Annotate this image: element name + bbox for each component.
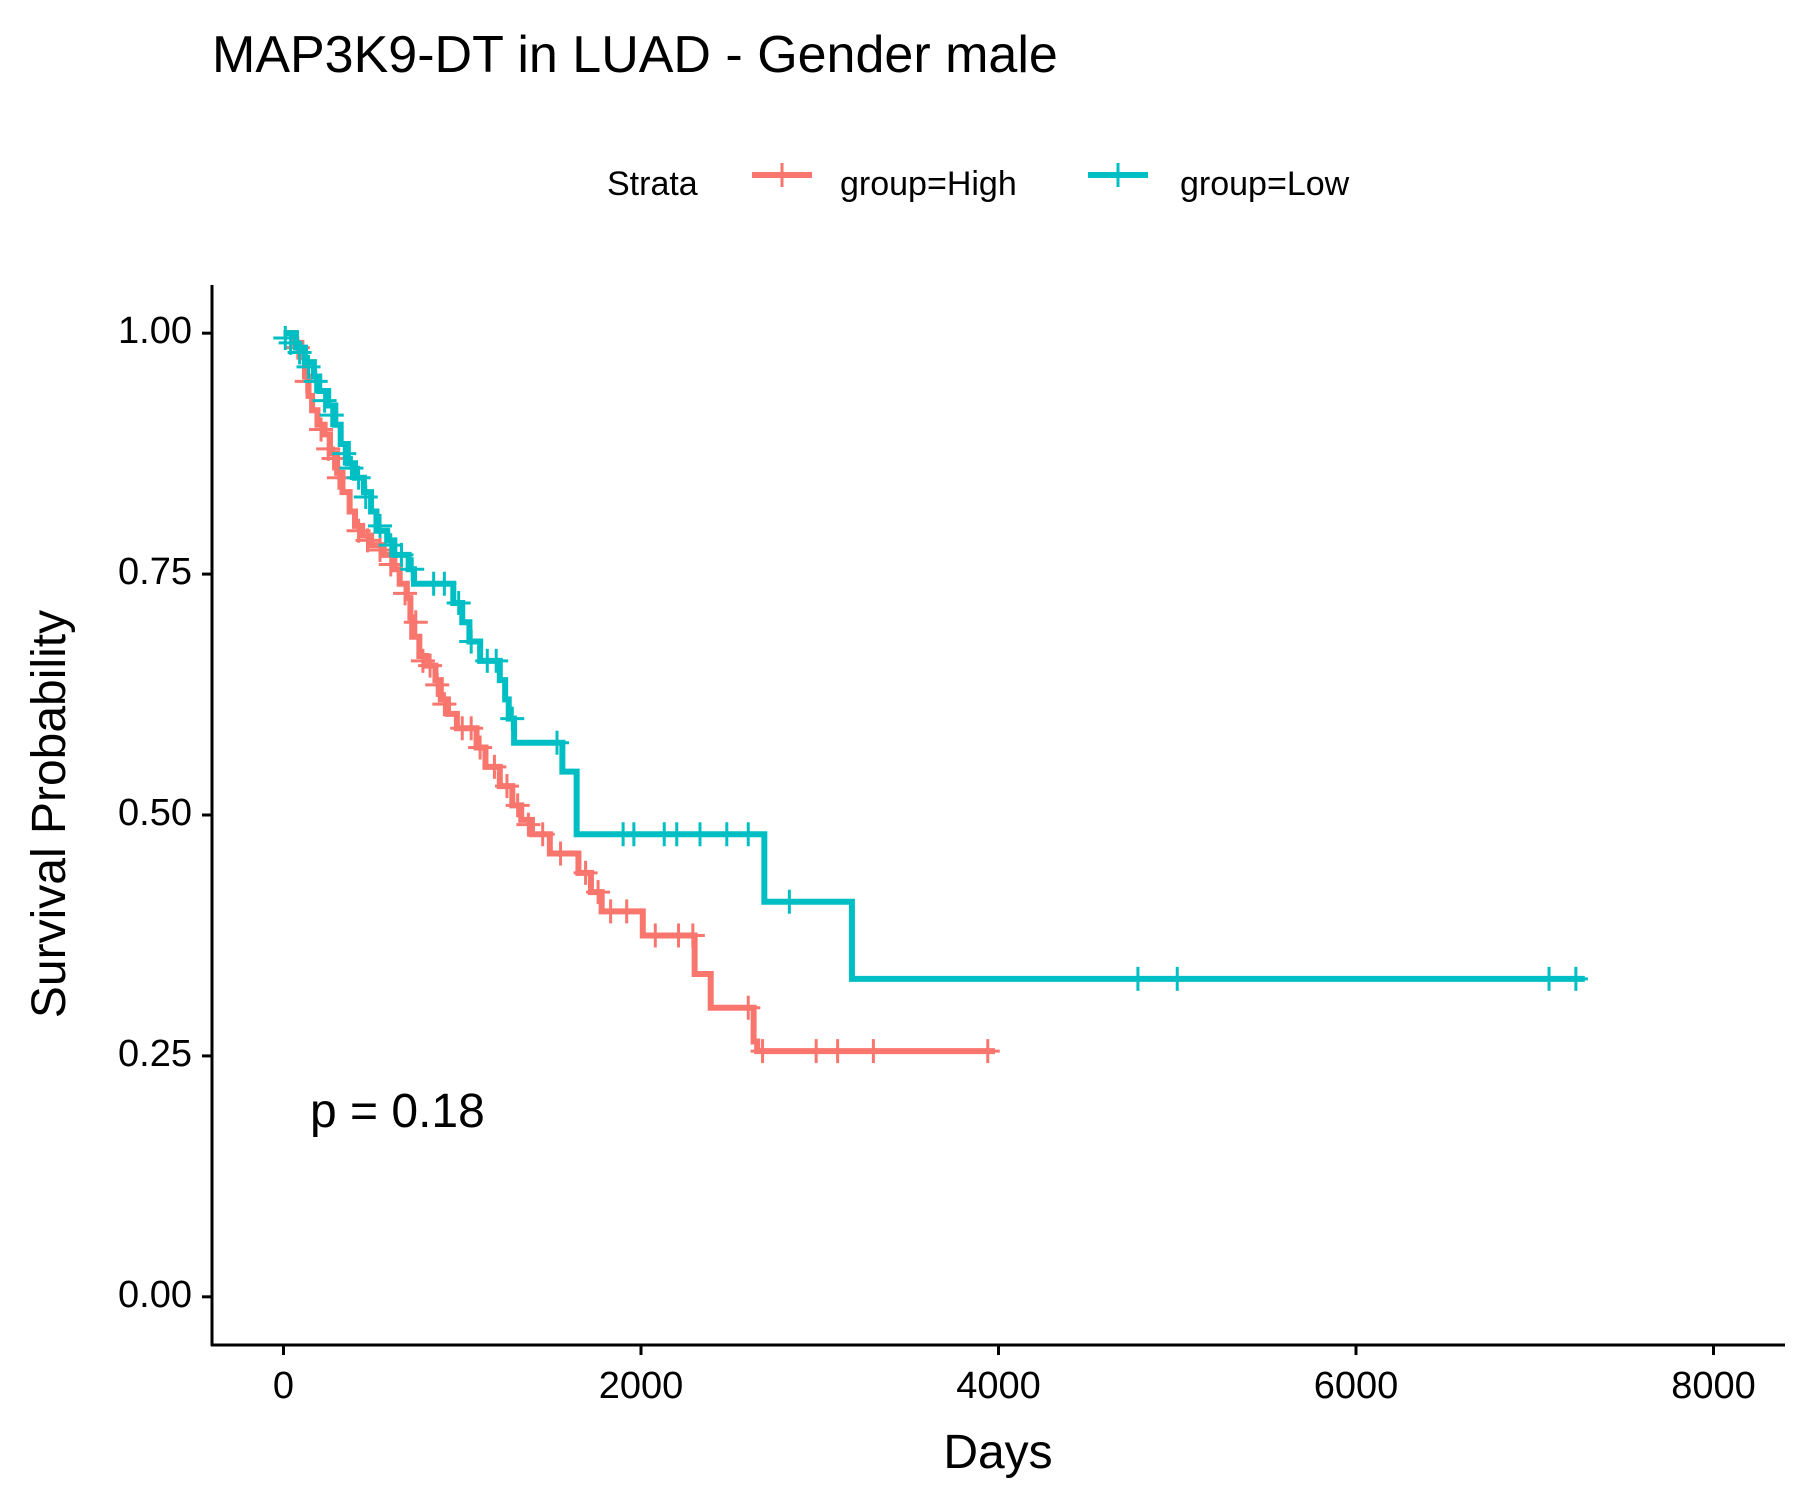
x-axis-ticks: 0 2000 4000 6000 8000	[273, 1345, 1756, 1407]
survival-curve-low	[283, 330, 1585, 982]
x-axis-label: Days	[943, 1426, 1052, 1479]
x-tick-label: 6000	[1314, 1365, 1399, 1407]
y-tick-label: 0.25	[118, 1033, 192, 1075]
plot-area	[273, 326, 1588, 1064]
y-tick-label: 0.50	[118, 792, 192, 834]
x-tick-label: 2000	[599, 1365, 684, 1407]
x-tick-label: 0	[273, 1365, 294, 1407]
y-axis-ticks: 0.00 0.25 0.50 0.75 1.00	[118, 310, 212, 1316]
legend-key-high	[752, 163, 812, 187]
y-axis-label: Survival Probability	[23, 610, 76, 1018]
legend-key-low	[1088, 163, 1148, 187]
y-tick-label: 0.00	[118, 1274, 192, 1316]
legend-label-high: group=High	[840, 165, 1017, 203]
y-tick-label: 1.00	[118, 310, 192, 352]
p-value-annotation: p = 0.18	[310, 1085, 485, 1138]
legend-label-low: group=Low	[1180, 165, 1350, 203]
survival-curve-high	[283, 330, 995, 1055]
x-tick-label: 4000	[956, 1365, 1041, 1407]
x-tick-label: 8000	[1671, 1365, 1756, 1407]
legend-title: Strata	[607, 165, 698, 203]
y-tick-label: 0.75	[118, 551, 192, 593]
legend: Strata group=High group=Low	[607, 163, 1350, 203]
chart-title: MAP3K9-DT in LUAD - Gender male	[212, 26, 1058, 84]
